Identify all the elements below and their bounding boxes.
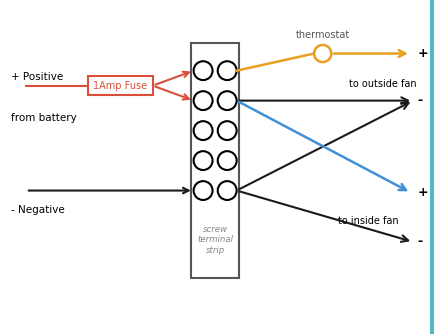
Text: to inside fan: to inside fan	[338, 215, 398, 225]
Circle shape	[218, 91, 237, 110]
Bar	[88, 76, 153, 95]
Circle shape	[314, 45, 331, 62]
Circle shape	[194, 61, 213, 80]
Text: screw
terminal
strip: screw terminal strip	[197, 225, 233, 255]
Text: +: +	[418, 47, 428, 60]
Circle shape	[194, 91, 213, 110]
Text: +: +	[418, 186, 428, 199]
Circle shape	[218, 61, 237, 80]
Circle shape	[194, 181, 213, 200]
Text: 1Amp Fuse: 1Amp Fuse	[93, 80, 148, 91]
Text: from battery: from battery	[11, 113, 76, 123]
Text: -: -	[418, 235, 422, 248]
Text: to outside fan: to outside fan	[349, 78, 416, 89]
Text: - Negative: - Negative	[11, 205, 65, 215]
Circle shape	[218, 151, 237, 170]
Text: + Positive: + Positive	[11, 72, 63, 82]
Text: -: -	[418, 94, 422, 107]
Circle shape	[218, 121, 237, 140]
Circle shape	[194, 151, 213, 170]
Circle shape	[218, 181, 237, 200]
Text: thermostat: thermostat	[296, 30, 350, 40]
Circle shape	[194, 121, 213, 140]
Bar	[191, 43, 239, 278]
